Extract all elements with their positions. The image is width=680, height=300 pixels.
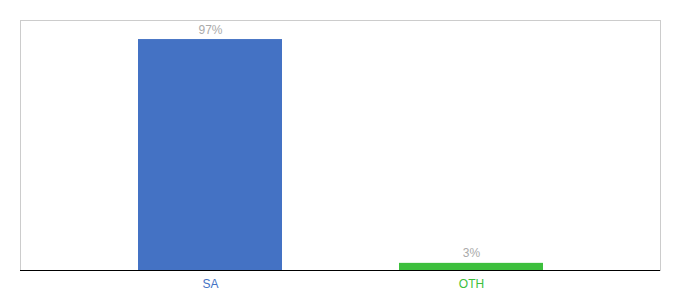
svg-text:SA: SA xyxy=(202,277,218,291)
svg-text:3%: 3% xyxy=(463,246,481,260)
svg-text:97%: 97% xyxy=(198,23,222,37)
svg-text:OTH: OTH xyxy=(459,277,484,291)
